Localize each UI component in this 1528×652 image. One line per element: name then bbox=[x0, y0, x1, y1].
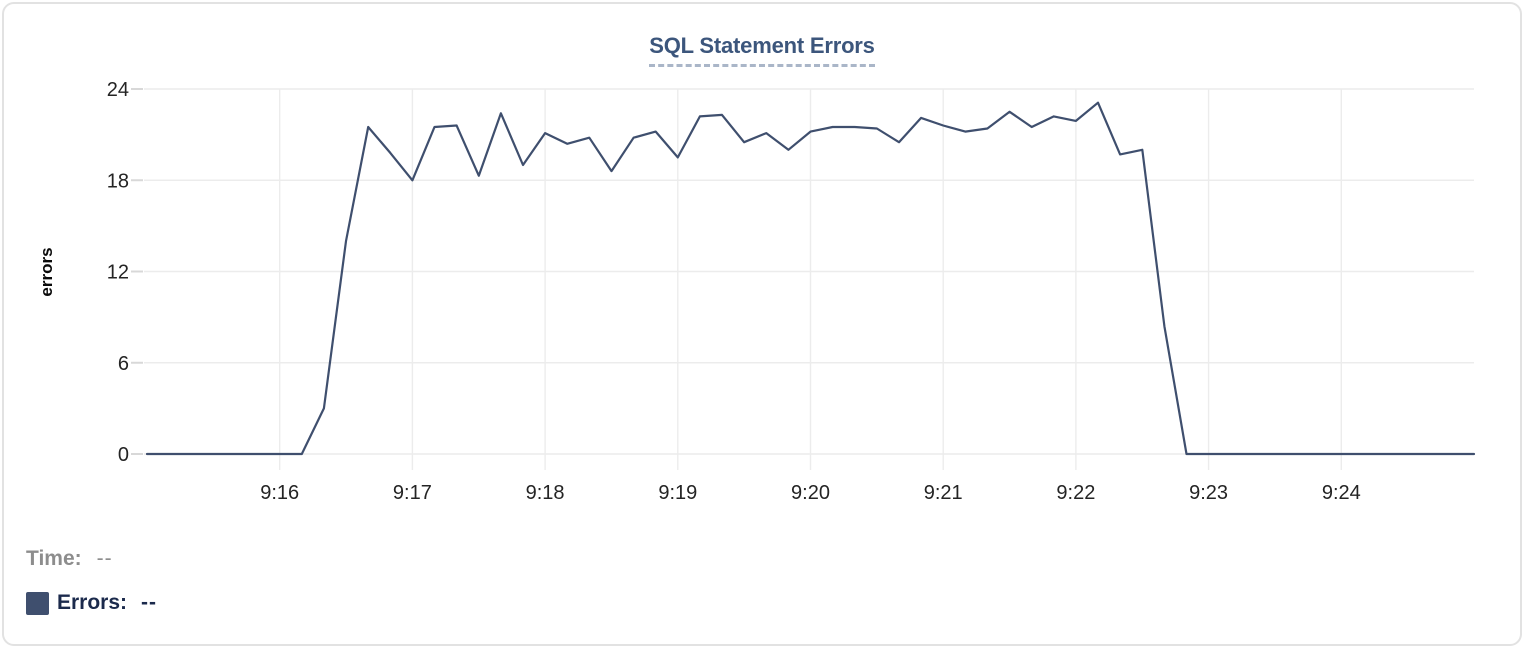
y-tick-label: 6 bbox=[118, 353, 129, 375]
x-tick-label: 9:20 bbox=[791, 482, 830, 504]
x-tick-label: 9:21 bbox=[924, 482, 963, 504]
x-tick-label: 9:19 bbox=[658, 482, 697, 504]
errors-series-swatch bbox=[26, 591, 49, 615]
tooltip-time-label: Time: bbox=[26, 547, 82, 570]
errors-line-series[interactable] bbox=[145, 101, 1476, 456]
sql-errors-line-chart[interactable]: 0 6 12 18 24 9:16 9:17 9:18 9:19 9:20 9:21 9:22 9:23… bbox=[4, 4, 1528, 652]
chart-title-row: SQL Statement Errors bbox=[4, 33, 1520, 67]
tooltip-errors-row: Errors: -- bbox=[26, 591, 157, 615]
x-tick-label: 9:18 bbox=[526, 482, 565, 504]
x-tick-label: 9:23 bbox=[1189, 482, 1228, 504]
x-tick-label: 9:16 bbox=[260, 482, 299, 504]
tooltip-errors-value: -- bbox=[141, 591, 158, 614]
tooltip-time-value: -- bbox=[96, 547, 113, 570]
tooltip-time-row: Time: -- bbox=[26, 547, 113, 571]
y-tick-label: 0 bbox=[118, 444, 129, 466]
tooltip-errors-label: Errors: bbox=[57, 591, 128, 614]
x-tick-label: 9:24 bbox=[1322, 482, 1361, 504]
x-tick-label: 9:17 bbox=[393, 482, 432, 504]
x-tick-label: 9:22 bbox=[1056, 482, 1095, 504]
chart-title[interactable]: SQL Statement Errors bbox=[649, 33, 875, 67]
y-tick-label: 12 bbox=[107, 262, 129, 284]
y-axis-label: errors bbox=[37, 247, 56, 296]
y-tick-label: 24 bbox=[107, 79, 129, 101]
y-tick-label: 18 bbox=[107, 170, 129, 192]
